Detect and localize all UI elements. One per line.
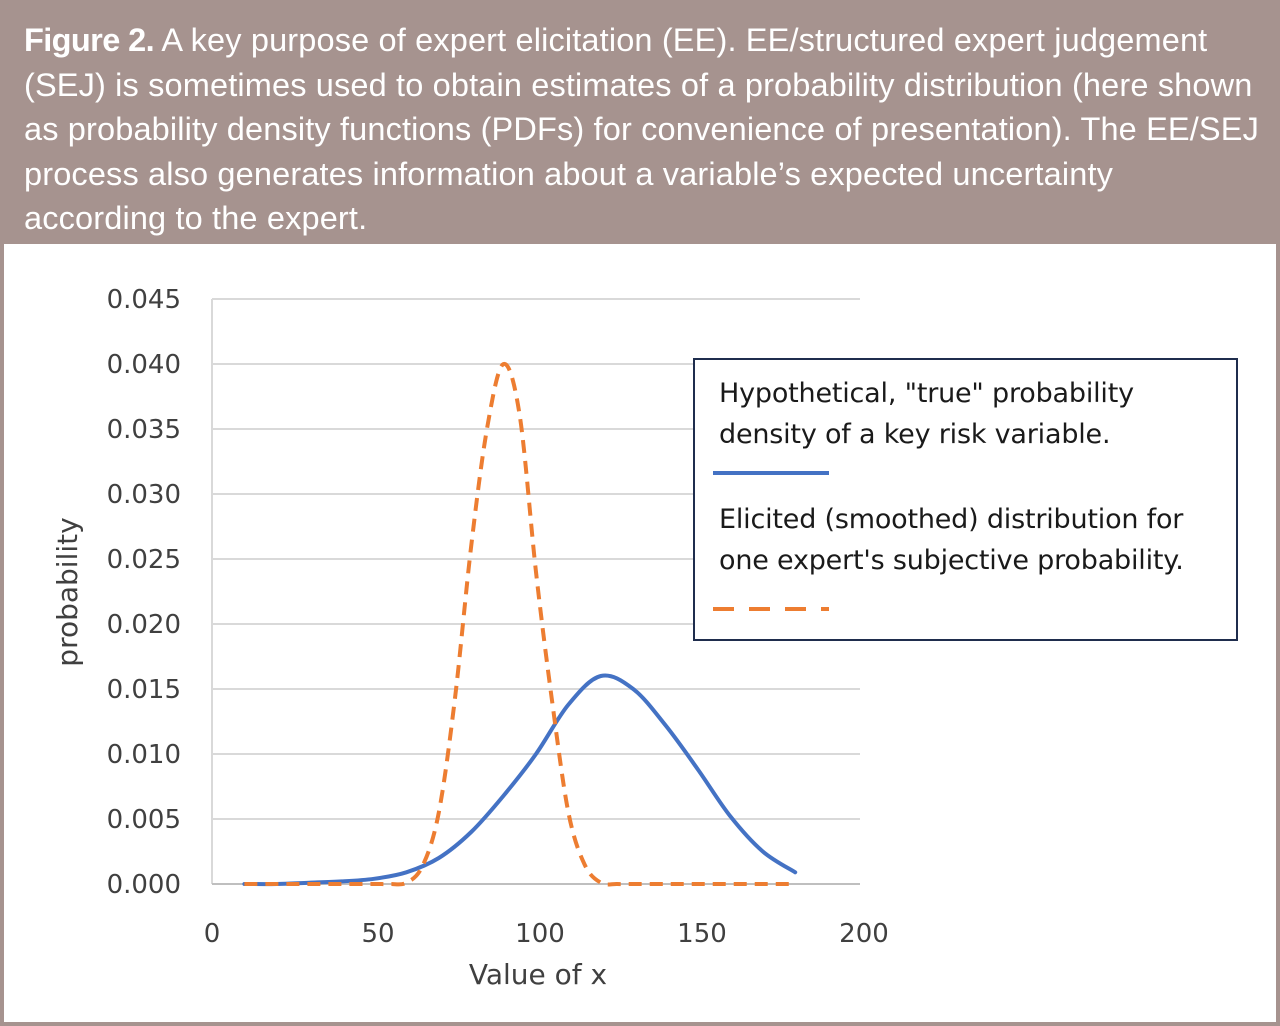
y-tick-label-1: 0.005 xyxy=(107,805,181,835)
x-tick-label-2: 100 xyxy=(515,919,565,949)
true-density-line xyxy=(242,673,798,887)
legend: Hypothetical, "true" probability density… xyxy=(693,358,1238,641)
y-tick-label-3: 0.015 xyxy=(107,675,181,705)
y-tick-labels: 0.000 0.005 0.010 0.015 0.020 0.025 0.030 0.035… xyxy=(107,285,181,900)
y-tick-label-6: 0.030 xyxy=(107,480,181,510)
x-axis-title: Value of x xyxy=(469,958,607,991)
x-tick-label-4: 200 xyxy=(839,919,889,949)
y-axis-title: probability xyxy=(51,517,84,666)
x-tick-label-0: 0 xyxy=(204,919,221,949)
y-tick-label-7: 0.035 xyxy=(107,415,181,445)
figure-label: Figure 2. xyxy=(24,22,155,58)
series-lines xyxy=(242,362,798,887)
y-tick-label-8: 0.040 xyxy=(107,350,181,380)
x-tick-label-1: 50 xyxy=(361,919,394,949)
y-tick-label-4: 0.020 xyxy=(107,610,181,640)
legend-label-elicited: Elicited (smoothed) distribution for one… xyxy=(719,504,1184,576)
figure-caption: Figure 2. A key purpose of expert elicit… xyxy=(0,0,1280,244)
x-tick-label-3: 150 xyxy=(677,919,727,949)
legend-swatch-elicited xyxy=(713,607,829,611)
caption-text: A key purpose of expert elicitation (EE)… xyxy=(24,22,1259,236)
legend-label-true: Hypothetical, "true" probability density… xyxy=(719,378,1134,450)
legend-swatch-true xyxy=(713,471,829,475)
x-tick-labels: 0 50 100 150 200 xyxy=(204,919,889,949)
y-tick-label-9: 0.045 xyxy=(107,285,181,315)
y-tick-label-5: 0.025 xyxy=(107,545,181,575)
y-tick-label-0: 0.000 xyxy=(107,870,181,900)
y-tick-label-2: 0.010 xyxy=(107,740,181,770)
